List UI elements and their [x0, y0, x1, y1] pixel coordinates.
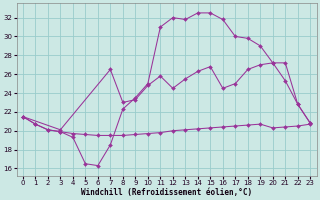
X-axis label: Windchill (Refroidissement éolien,°C): Windchill (Refroidissement éolien,°C)	[81, 188, 252, 197]
